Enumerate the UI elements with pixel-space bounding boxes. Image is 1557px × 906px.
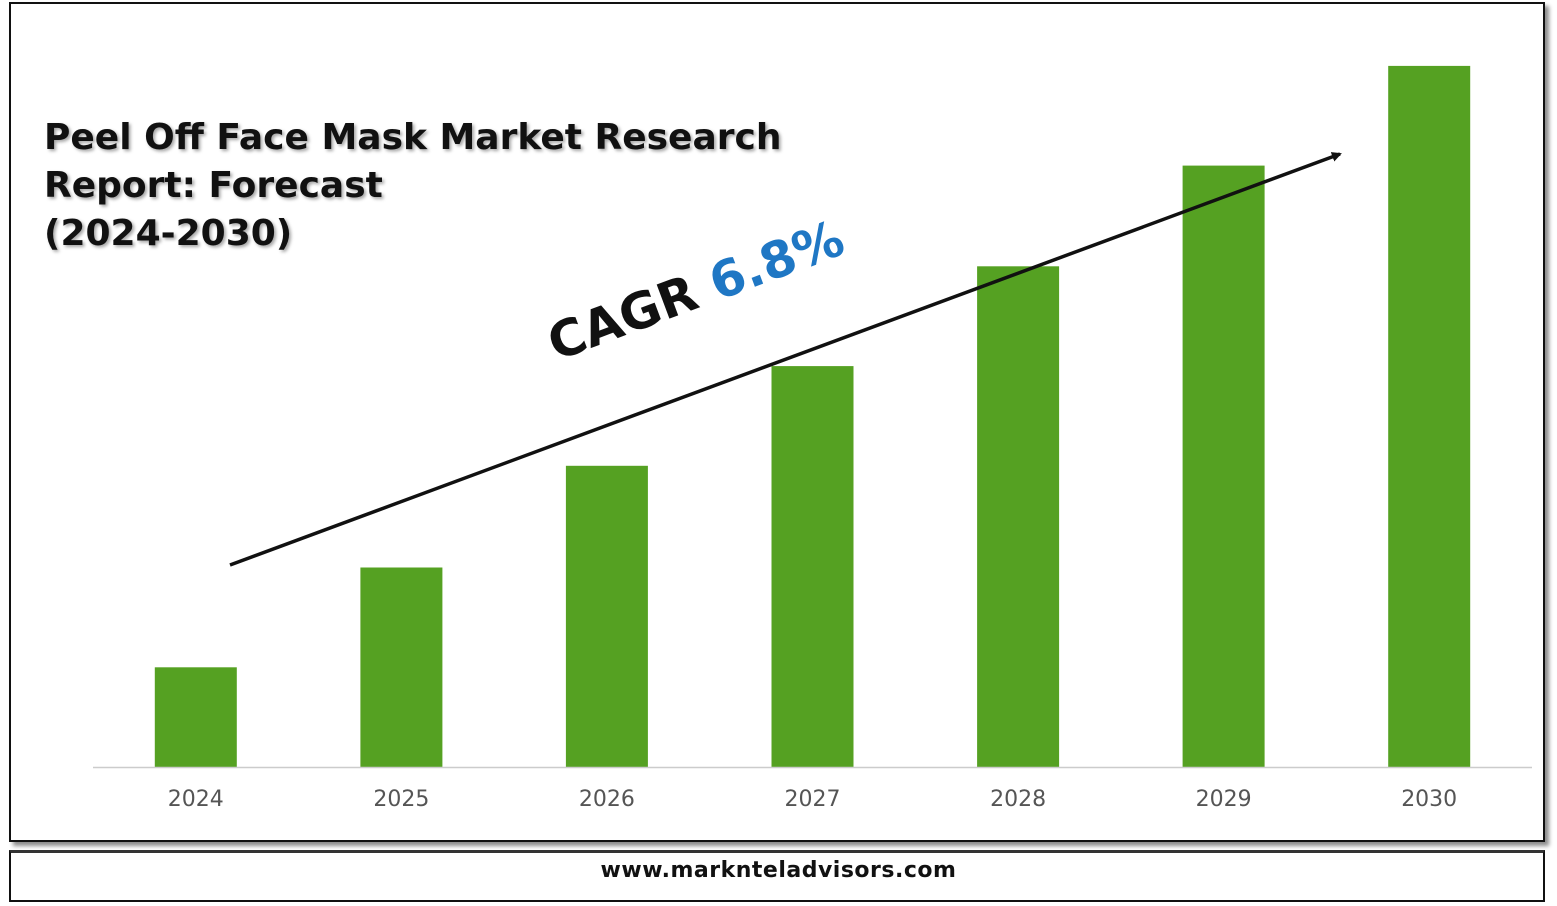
chart-title: Peel Off Face Mask Market Research Repor…	[44, 114, 784, 258]
x-tick-label-2030: 2030	[1401, 787, 1457, 812]
x-tick-label-2028: 2028	[990, 787, 1046, 812]
x-tick-labels-group: 2024 2025 2026 2027 2028 2029 2030	[168, 787, 1457, 812]
x-tick-label-2025: 2025	[373, 787, 429, 812]
bar-2027	[771, 366, 854, 767]
bar-2026	[565, 465, 648, 767]
footer-bar	[9, 850, 1545, 902]
x-tick-label-2026: 2026	[579, 787, 635, 812]
x-tick-label-2024: 2024	[168, 787, 224, 812]
title-line-3: (2024-2030)	[44, 213, 293, 254]
bar-2024	[154, 667, 237, 767]
footer-url: www.marknteladvisors.com	[600, 858, 957, 883]
bars-group	[154, 65, 1471, 768]
bar-2028	[977, 266, 1060, 767]
bar-2025	[360, 567, 443, 767]
trend-arrow	[229, 152, 1342, 567]
bar-2030	[1388, 65, 1471, 767]
bar-2029	[1182, 165, 1265, 768]
title-line-2: Report: Forecast	[44, 165, 383, 206]
x-tick-label-2027: 2027	[785, 787, 841, 812]
title-line-1: Peel Off Face Mask Market Research	[44, 117, 782, 158]
x-tick-label-2029: 2029	[1196, 787, 1252, 812]
